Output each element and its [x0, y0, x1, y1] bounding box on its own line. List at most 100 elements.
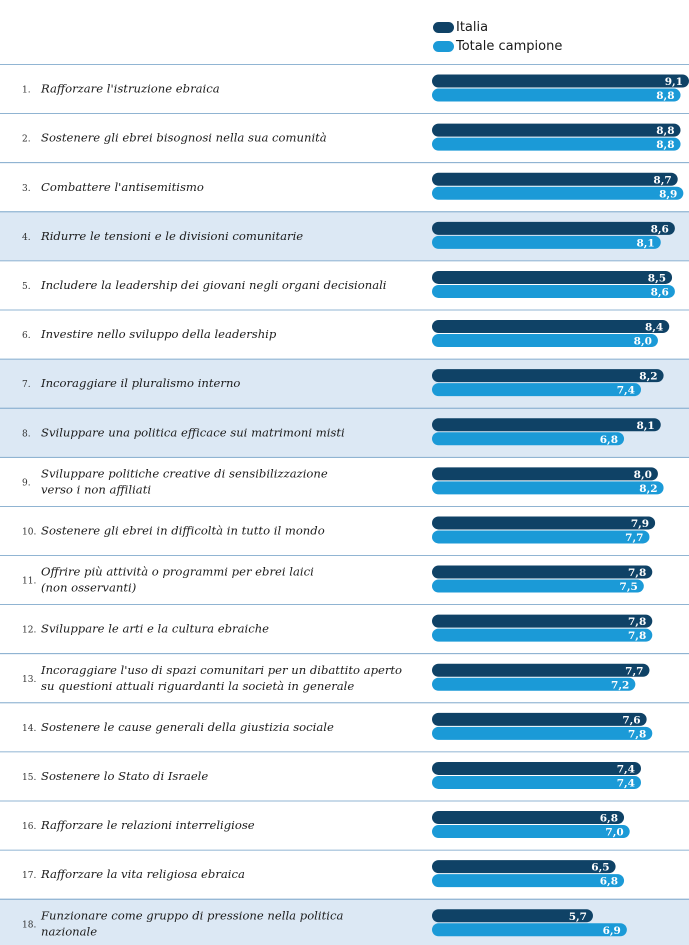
bar-value-label: 7,9: [631, 518, 649, 530]
row-number: 8.: [22, 429, 31, 439]
bar-italia: [432, 909, 593, 923]
bar-totale-campione: [432, 334, 658, 348]
bar-italia: [432, 516, 656, 530]
bar-value-label: 8,4: [645, 322, 663, 334]
bar-italia: [432, 320, 670, 334]
bar-value-label: 8,0: [634, 336, 652, 348]
bar-value-label: 8,0: [634, 469, 652, 481]
bar-value-label: 5,7: [569, 911, 587, 923]
row-number: 12.: [22, 626, 36, 636]
bar-italia: [432, 172, 678, 186]
row-number: 2.: [22, 135, 31, 145]
category-label: Sostenere lo Stato di Israele: [41, 769, 208, 783]
bar-value-label: 8,1: [636, 237, 654, 249]
row-number: 9.: [22, 478, 31, 488]
category-label: Sviluppare una politica efficace sui mat…: [41, 425, 345, 439]
legend-item-italia: Italia: [433, 18, 562, 37]
bar-value-label: 8,8: [656, 90, 674, 102]
bar-totale-campione: [432, 432, 625, 446]
bar-value-label: 8,1: [636, 420, 654, 432]
bar-totale-campione: [432, 530, 650, 544]
row-number: 16.: [22, 822, 36, 832]
row-number: 3.: [22, 184, 31, 194]
bar-totale-campione: [432, 186, 684, 200]
legend-item-totale-campione: Totale campione: [433, 37, 562, 56]
bar-italia: [432, 565, 653, 579]
category-label: Sviluppare le arti e la cultura ebraiche: [41, 622, 269, 636]
bar-value-label: 6,9: [603, 925, 621, 937]
bar-italia: [432, 123, 681, 137]
category-label: Incoraggiare il pluralismo interno: [40, 376, 240, 390]
bar-totale-campione: [432, 628, 653, 642]
bar-totale-campione: [432, 579, 644, 593]
bar-italia: [432, 270, 673, 284]
bar-totale-campione: [432, 825, 630, 839]
bar-totale-campione: [432, 88, 681, 102]
category-label: Offrire più attività o programmi per ebr…: [41, 565, 314, 579]
bar-totale-campione: [432, 726, 653, 740]
bar-totale-campione: [432, 923, 627, 937]
category-label: Rafforzare la vita religiosa ebraica: [40, 867, 245, 881]
bar-totale-campione: [432, 137, 681, 151]
bar-italia: [432, 761, 641, 775]
row-number: 4.: [22, 233, 31, 243]
row-number: 15.: [22, 773, 36, 783]
bar-value-label: 8,8: [656, 125, 674, 137]
bar-value-label: 8,6: [651, 223, 669, 235]
row-number: 7.: [22, 380, 31, 390]
category-label: Sostenere le cause generali della giusti…: [41, 720, 334, 734]
row-number: 11.: [22, 577, 36, 587]
bar-value-label: 6,8: [600, 434, 618, 446]
bar-value-label: 9,1: [665, 76, 683, 88]
row-number: 18.: [22, 920, 36, 930]
bar-value-label: 8,7: [653, 174, 671, 186]
row-number: 5.: [22, 282, 31, 292]
row-number: 17.: [22, 871, 36, 881]
bar-italia: [432, 418, 661, 432]
bar-value-label: 7,8: [628, 616, 646, 628]
bar-totale-campione: [432, 235, 661, 249]
bar-italia: [432, 369, 664, 383]
category-label: Rafforzare l'istruzione ebraica: [40, 82, 220, 96]
category-label: Funzionare come gruppo di pressione nell…: [40, 908, 343, 922]
row-number: 14.: [22, 724, 36, 734]
row-number: 13.: [22, 675, 36, 685]
bar-value-label: 7,7: [625, 532, 643, 544]
chart-legend: Italia Totale campione: [433, 18, 562, 56]
bar-value-label: 7,6: [622, 714, 640, 726]
legend-label-totale-campione: Totale campione: [456, 39, 563, 54]
bar-value-label: 7,8: [628, 567, 646, 579]
bar-value-label: 7,8: [628, 630, 646, 642]
bar-value-label: 7,0: [605, 827, 623, 839]
bar-value-label: 8,2: [639, 483, 657, 495]
bar-totale-campione: [432, 383, 641, 397]
category-label: nazionale: [41, 924, 97, 938]
bar-value-label: 6,8: [600, 813, 618, 825]
category-label: Incoraggiare l'uso di spazi comunitari p…: [40, 663, 402, 677]
bar-totale-campione: [432, 874, 625, 888]
bar-italia: [432, 467, 658, 481]
bar-totale-campione: [432, 481, 664, 495]
legend-swatch-italia: [433, 22, 454, 33]
bar-italia: [432, 663, 650, 677]
category-label: Combattere l'antisemitismo: [41, 180, 204, 194]
category-label: Sviluppare politiche creative di sensibi…: [41, 466, 328, 480]
bar-value-label: 7,4: [617, 385, 635, 397]
bar-italia: [432, 221, 675, 235]
bar-italia: [432, 860, 616, 874]
bar-italia: [432, 811, 625, 825]
category-label: (non osservanti): [41, 581, 136, 595]
row-number: 10.: [22, 527, 36, 537]
category-label: Sostenere gli ebrei in difficoltà in tut…: [41, 523, 325, 537]
category-label: Includere la leadership dei giovani negl…: [40, 278, 387, 292]
category-label: Sostenere gli ebrei bisognosi nella sua …: [41, 131, 327, 145]
bar-value-label: 7,4: [617, 763, 635, 775]
legend-swatch-totale-campione: [433, 41, 454, 52]
bar-italia: [432, 74, 689, 88]
bar-value-label: 6,5: [591, 862, 609, 874]
bar-value-label: 8,9: [659, 188, 677, 200]
bar-value-label: 7,8: [628, 728, 646, 740]
bar-totale-campione: [432, 284, 675, 298]
bar-value-label: 8,6: [651, 286, 669, 298]
